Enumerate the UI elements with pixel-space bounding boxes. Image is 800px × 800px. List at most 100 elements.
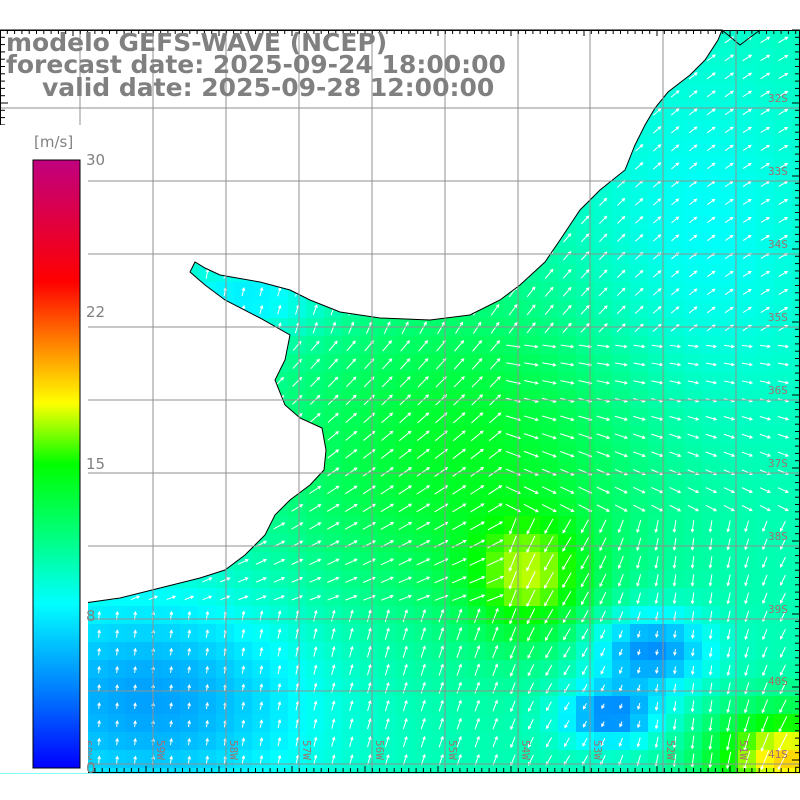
wind-cell (774, 156, 793, 175)
wind-arrow (744, 520, 750, 533)
wind-arrow (277, 754, 282, 765)
wind-cell (720, 426, 739, 445)
wind-arrow (438, 735, 444, 748)
wind-cell (378, 534, 397, 553)
wind-arrow (331, 664, 336, 675)
wind-arrow (205, 701, 209, 710)
wind-arrow (562, 304, 572, 315)
wind-arrow (456, 717, 462, 730)
wind-arrow (382, 358, 393, 370)
wind-arrow (487, 521, 504, 531)
wind-cell (558, 426, 577, 445)
wind-arrow (723, 504, 735, 512)
wind-arrow (438, 717, 444, 730)
wind-arrow (438, 753, 444, 766)
wind-arrow (779, 574, 786, 586)
wind-arrow (687, 487, 700, 494)
wind-cell (702, 336, 721, 355)
wind-arrow (582, 720, 588, 728)
wind-cell (630, 336, 649, 355)
wind-arrow (560, 344, 575, 349)
wind-arrow (488, 466, 503, 477)
wind-arrow (724, 234, 734, 241)
wind-arrow (654, 537, 659, 552)
wind-cell (720, 372, 739, 391)
wind-arrow (632, 433, 646, 439)
wind-cell (324, 534, 343, 553)
wind-cell (684, 444, 703, 463)
wind-arrow (380, 467, 394, 477)
wind-arrow (726, 699, 731, 714)
wind-arrow (455, 321, 464, 334)
wind-arrow (416, 521, 431, 530)
wind-cell (792, 624, 800, 643)
wind-arrow (726, 628, 731, 641)
wind-arrow (616, 269, 626, 278)
wind-cell (522, 444, 541, 463)
wind-arrow (524, 362, 539, 367)
wind-arrow (345, 430, 358, 441)
wind-arrow (633, 362, 646, 367)
wind-cell (774, 390, 793, 409)
wind-cell (504, 498, 523, 517)
wind-cell (522, 768, 541, 774)
wind-arrow (778, 289, 789, 295)
wind-cell (306, 570, 325, 589)
wind-arrow (486, 557, 504, 567)
wind-arrow (635, 162, 644, 170)
wind-cell (666, 354, 685, 373)
wind-arrow (777, 344, 790, 349)
wind-arrow (474, 735, 480, 748)
wind-arrow (205, 719, 209, 728)
wind-cell (792, 84, 800, 103)
wind-cell (504, 480, 523, 499)
wind-arrow (724, 344, 735, 349)
wind-cell (252, 570, 271, 589)
wind-cell (540, 390, 559, 409)
wind-arrow (651, 344, 664, 349)
wind-cell (720, 390, 739, 409)
wind-arrow (778, 90, 789, 98)
wind-arrow (438, 663, 444, 676)
wind-arrow (742, 288, 752, 296)
wind-cell (756, 408, 775, 427)
wind-arrow (509, 645, 516, 660)
wind-cell (594, 498, 613, 517)
wind-arrow (690, 592, 695, 605)
wind-cell (774, 498, 793, 517)
wind-arrow (366, 609, 372, 622)
wind-arrow (778, 126, 789, 133)
wind-arrow (133, 702, 137, 709)
wind-arrow (581, 591, 589, 606)
wind-arrow (636, 720, 641, 729)
wind-arrow (689, 270, 698, 278)
wind-arrow (456, 699, 462, 712)
wind-arrow (636, 592, 641, 605)
wind-arrow (672, 630, 677, 639)
wind-arrow (313, 754, 318, 765)
wind-cell (270, 588, 289, 607)
wind-cell (342, 552, 361, 571)
wind-arrow (526, 589, 536, 608)
wind-arrow (601, 703, 605, 710)
wind-arrow (313, 646, 318, 657)
wind-arrow (402, 699, 408, 712)
wind-cell (774, 174, 793, 193)
wind-arrow (708, 538, 713, 551)
wind-arrow (759, 380, 772, 385)
wind-cell (558, 354, 577, 373)
wind-arrow (367, 736, 372, 748)
wind-arrow (743, 716, 750, 733)
wind-arrow (241, 647, 246, 657)
wind-arrow (309, 576, 322, 583)
wind-arrow (469, 521, 485, 531)
wind-arrow (420, 699, 426, 712)
wind-arrow (362, 576, 376, 583)
wind-arrow (331, 700, 336, 711)
wind-arrow (115, 647, 119, 656)
wind-arrow (614, 504, 628, 512)
wind-arrow (762, 574, 768, 587)
wind-arrow (349, 663, 354, 676)
wind-arrow (633, 380, 646, 385)
lat-label: 35S (768, 311, 788, 324)
